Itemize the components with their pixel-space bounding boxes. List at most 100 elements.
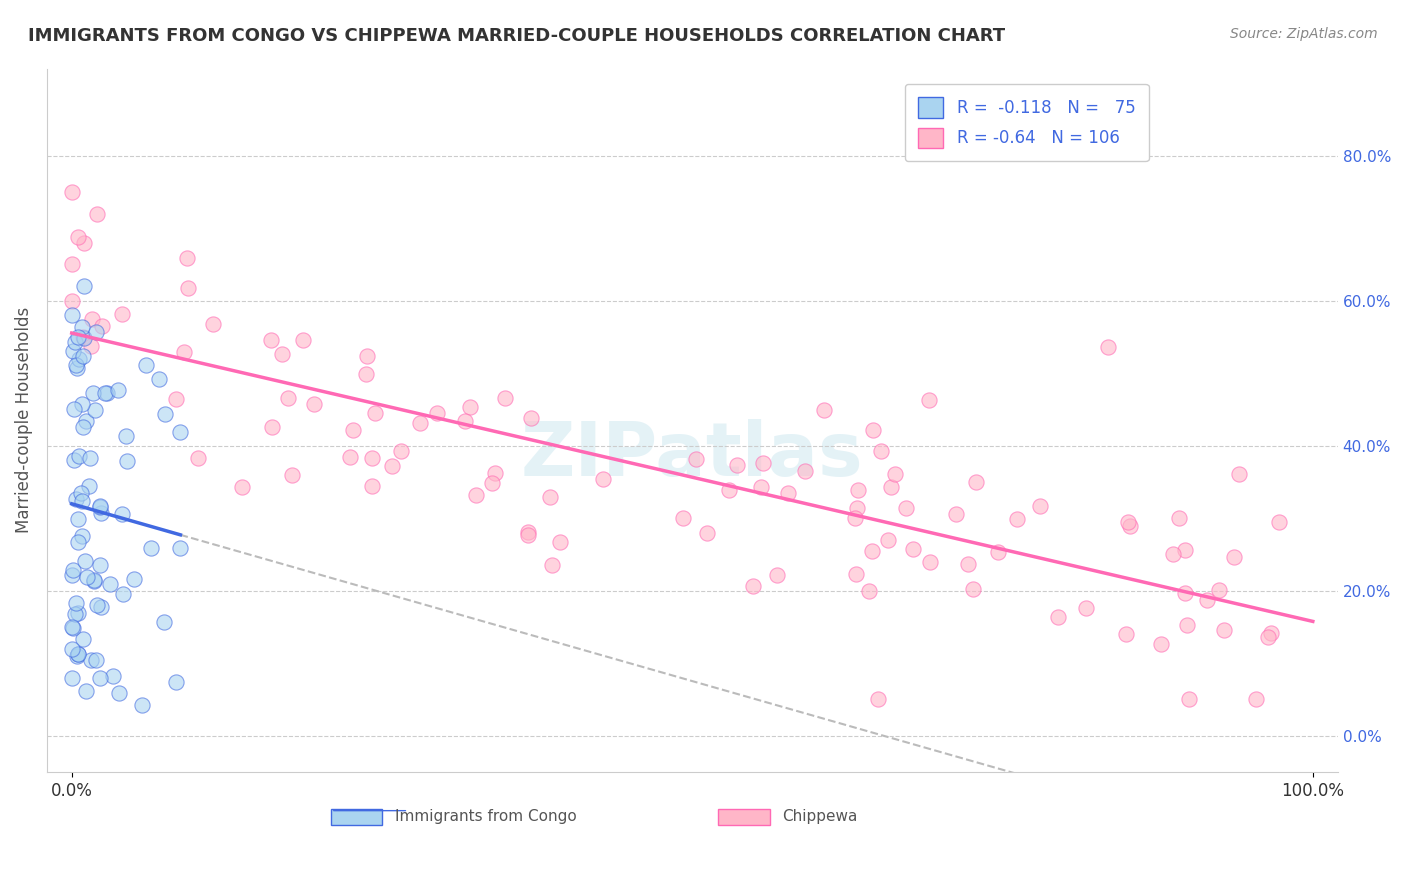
Point xyxy=(63,607,86,622)
Point xyxy=(672,511,695,525)
Point xyxy=(696,526,718,541)
Point xyxy=(60,185,83,199)
Point xyxy=(60,308,83,322)
Point xyxy=(66,647,89,661)
Point xyxy=(65,358,87,372)
Point xyxy=(1212,624,1234,638)
Point xyxy=(70,494,93,508)
Point xyxy=(862,543,884,558)
Text: ZIPatlas: ZIPatlas xyxy=(522,419,863,491)
Point xyxy=(302,397,325,411)
Point xyxy=(280,468,302,483)
Point xyxy=(1005,512,1028,526)
Point xyxy=(356,349,378,363)
Point xyxy=(86,598,108,612)
Point xyxy=(749,480,772,494)
Point xyxy=(846,483,869,497)
Point xyxy=(1175,617,1198,632)
Point xyxy=(72,529,94,543)
Point xyxy=(84,326,107,340)
Point xyxy=(169,541,191,555)
Point xyxy=(153,407,176,421)
Point xyxy=(1244,692,1267,706)
Point xyxy=(67,647,90,661)
Point xyxy=(1268,515,1291,529)
Point xyxy=(84,653,107,667)
Point xyxy=(101,668,124,682)
Point xyxy=(148,371,170,385)
Point xyxy=(894,501,917,516)
Point xyxy=(72,330,94,344)
Point xyxy=(918,392,941,407)
Point xyxy=(79,653,101,667)
Point xyxy=(870,443,893,458)
Point xyxy=(201,317,224,331)
Point xyxy=(1116,516,1139,530)
Point xyxy=(165,674,187,689)
Point xyxy=(90,599,112,614)
Point xyxy=(1227,467,1250,481)
Point xyxy=(1178,692,1201,706)
Point xyxy=(98,577,121,591)
Point xyxy=(70,320,93,334)
Point xyxy=(77,479,100,493)
Point xyxy=(96,386,118,401)
Point xyxy=(685,452,707,467)
FancyBboxPatch shape xyxy=(330,809,382,825)
Point xyxy=(66,511,89,525)
Text: IMMIGRANTS FROM CONGO VS CHIPPEWA MARRIED-COUPLE HOUSEHOLDS CORRELATION CHART: IMMIGRANTS FROM CONGO VS CHIPPEWA MARRIE… xyxy=(28,27,1005,45)
Point xyxy=(62,563,84,577)
Point xyxy=(725,458,748,472)
Point xyxy=(277,391,299,405)
Point xyxy=(866,692,889,706)
Point xyxy=(111,507,134,521)
Point xyxy=(73,331,96,345)
Point xyxy=(79,451,101,466)
Point xyxy=(63,335,86,350)
Point xyxy=(262,420,284,434)
Point xyxy=(858,584,880,599)
Point xyxy=(1208,582,1230,597)
Point xyxy=(1197,592,1219,607)
Point xyxy=(176,251,198,265)
Legend: R =  -0.118   N =   75, R = -0.64   N = 106: R = -0.118 N = 75, R = -0.64 N = 106 xyxy=(905,84,1149,161)
Point xyxy=(90,506,112,520)
Point xyxy=(846,501,869,516)
Point xyxy=(962,582,984,596)
Point xyxy=(111,587,134,601)
Point xyxy=(60,641,83,656)
Point xyxy=(389,444,412,458)
Point xyxy=(62,402,84,417)
Point xyxy=(766,568,789,582)
Point xyxy=(94,386,117,401)
Point xyxy=(752,457,775,471)
Point xyxy=(86,206,108,220)
Point xyxy=(187,450,209,465)
Point xyxy=(66,648,89,663)
Point xyxy=(945,507,967,521)
Point xyxy=(794,464,817,478)
Point xyxy=(548,534,571,549)
Point xyxy=(177,281,200,295)
Text: Immigrants from Congo: Immigrants from Congo xyxy=(395,809,576,824)
Point xyxy=(844,511,866,525)
Point xyxy=(481,476,503,491)
Point xyxy=(75,554,97,568)
Point xyxy=(89,500,111,514)
Point xyxy=(76,570,98,584)
Point xyxy=(90,319,112,334)
Point xyxy=(60,567,83,582)
Point xyxy=(987,544,1010,558)
Point xyxy=(741,579,763,593)
Point xyxy=(83,574,105,589)
Point xyxy=(520,411,543,425)
Point xyxy=(73,279,96,293)
Point xyxy=(901,541,924,556)
Point xyxy=(292,333,315,347)
Point xyxy=(107,384,129,398)
Point xyxy=(381,458,404,473)
Point xyxy=(66,361,89,376)
Text: Chippewa: Chippewa xyxy=(783,809,858,824)
FancyBboxPatch shape xyxy=(718,809,769,825)
Point xyxy=(426,406,449,420)
